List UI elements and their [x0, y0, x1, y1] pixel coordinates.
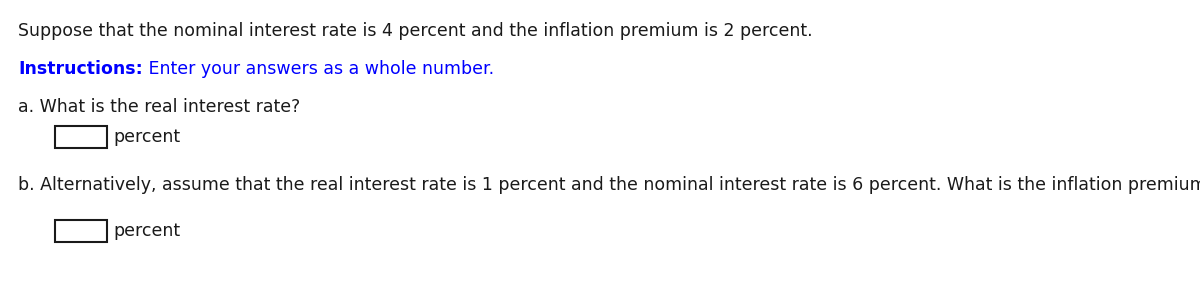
- Text: percent: percent: [113, 222, 180, 240]
- FancyBboxPatch shape: [55, 126, 107, 148]
- Text: b. Alternatively, assume that the real interest rate is 1 percent and the nomina: b. Alternatively, assume that the real i…: [18, 176, 1200, 194]
- Text: percent: percent: [113, 128, 180, 146]
- Text: a. What is the real interest rate?: a. What is the real interest rate?: [18, 98, 300, 116]
- Text: Suppose that the nominal interest rate is 4 percent and the inflation premium is: Suppose that the nominal interest rate i…: [18, 22, 812, 40]
- Text: Instructions:: Instructions:: [18, 60, 143, 78]
- Text: Enter your answers as a whole number.: Enter your answers as a whole number.: [143, 60, 494, 78]
- FancyBboxPatch shape: [55, 220, 107, 242]
